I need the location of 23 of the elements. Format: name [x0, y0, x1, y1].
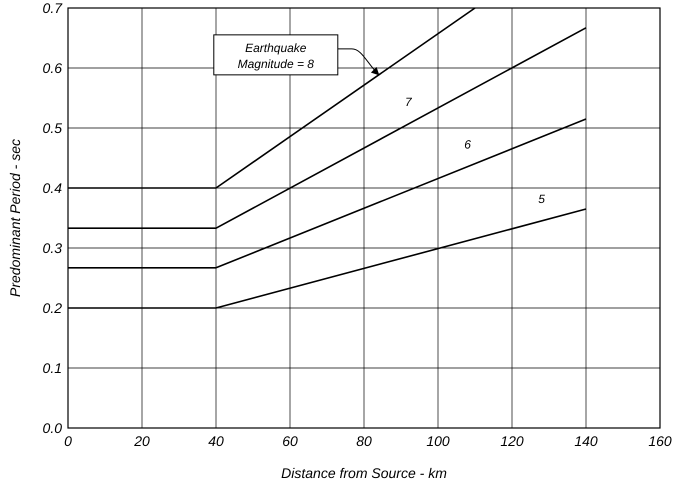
x-tick-label: 40 [208, 433, 224, 449]
y-axis-title: Predominant Period - sec [7, 139, 23, 297]
annotation: Earthquake Magnitude = 8 [238, 40, 314, 71]
x-tick-label: 140 [574, 433, 598, 449]
y-tick-label: 0.3 [42, 240, 62, 256]
x-tick-label: 80 [356, 433, 372, 449]
y-tick-label: 0.0 [42, 420, 62, 436]
x-tick-label: 20 [133, 433, 150, 449]
x-axis-title: Distance from Source - km [281, 465, 448, 481]
y-tick-label: 0.2 [42, 300, 62, 316]
series-label: 5 [538, 192, 546, 206]
x-tick-label: 60 [282, 433, 298, 449]
series-label: 7 [405, 94, 414, 109]
x-tick-label: 100 [426, 433, 450, 449]
y-tick-label: 0.6 [42, 60, 62, 76]
x-tick-label: 0 [64, 433, 72, 449]
x-tick-label: 160 [648, 433, 672, 449]
y-tick-label: 0.5 [42, 120, 62, 136]
series-label: 6 [464, 138, 472, 152]
x-tick-label: 120 [500, 433, 524, 449]
y-tick-label: 0.7 [42, 0, 64, 16]
y-tick-label: 0.1 [42, 360, 62, 376]
y-tick-label: 0.4 [42, 180, 62, 196]
